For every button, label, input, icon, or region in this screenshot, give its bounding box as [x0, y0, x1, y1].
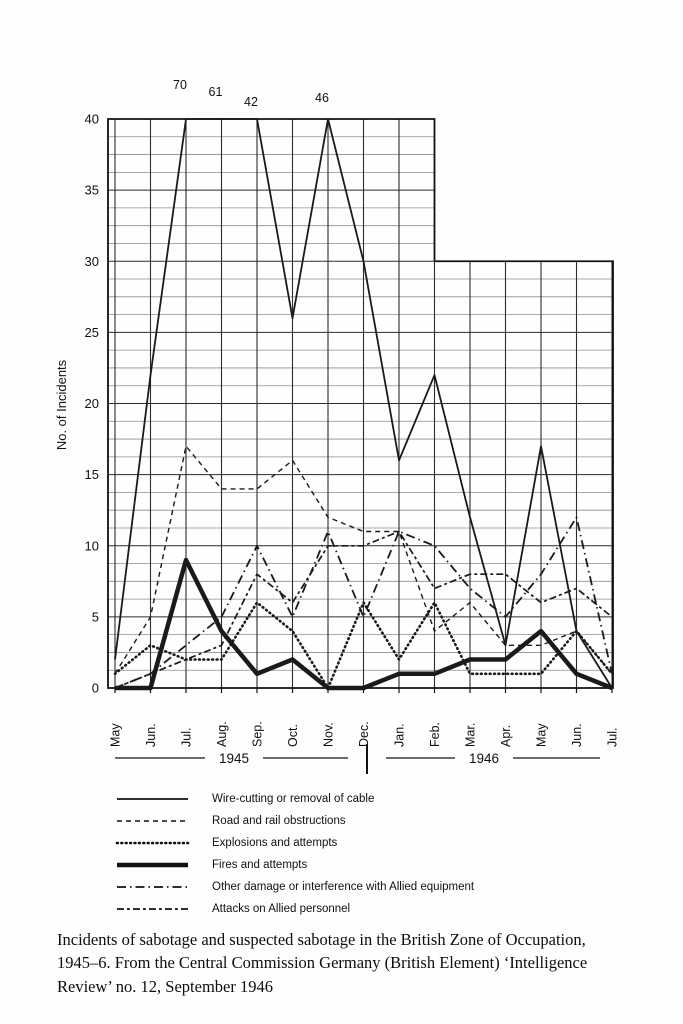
x-tick-label: Oct.	[286, 724, 300, 747]
legend-label: Fires and attempts	[212, 859, 308, 871]
legend-label: Explosions and attempts	[212, 837, 338, 849]
legend-item: Fires and attempts	[115, 854, 585, 876]
legend-label: Wire-cutting or removal of cable	[212, 793, 375, 805]
series-line-dashed	[114, 445, 613, 675]
year-label-1946: 1946	[469, 751, 499, 766]
legend-item: Other damage or interference with Allied…	[115, 876, 585, 898]
legend-item: Explosions and attempts	[115, 832, 585, 854]
series-line-dotted	[113, 601, 614, 690]
chart-legend: Wire-cutting or removal of cable Road and…	[115, 788, 585, 920]
series-line-dash-dot	[114, 516, 613, 689]
y-tick-label: 20	[85, 396, 99, 411]
legend-swatch-dotted-icon	[115, 841, 190, 845]
legend-swatch-long-short-dash-icon	[117, 908, 188, 910]
legend-swatch-thick-icon	[117, 862, 188, 868]
x-tick-label: Mar.	[464, 723, 478, 747]
legend-item: Wire-cutting or removal of cable	[115, 788, 585, 810]
y-tick-label: 30	[85, 254, 99, 269]
caption-line-2: 1945–6. From the Central Commission Germ…	[57, 953, 588, 973]
x-tick-label: May	[535, 723, 549, 747]
x-tick-label: Jul.	[606, 728, 620, 747]
x-tick-label: Jun.	[570, 723, 584, 747]
figure-caption: Incidents of sabotage and suspected sabo…	[57, 928, 642, 998]
legend-swatch-dash-dot-icon	[117, 886, 188, 888]
y-tick-label: 15	[85, 467, 99, 482]
x-tick-label: Apr.	[499, 725, 513, 747]
x-tick-label: Feb.	[428, 722, 442, 747]
legend-label: Attacks on Allied personnel	[212, 903, 351, 915]
legend-item: Road and rail obstructions	[115, 810, 585, 832]
offscale-value-annotation: 46	[315, 91, 329, 105]
y-tick-label: 10	[85, 538, 99, 553]
year-label-1945: 1945	[219, 751, 249, 766]
legend-swatch-solid-icon	[117, 798, 188, 800]
series-line-long-short-dash	[114, 530, 613, 689]
offscale-value-annotation: 61	[209, 85, 223, 99]
x-tick-label: Jan.	[393, 723, 407, 747]
legend-label: Other damage or interference with Allied…	[212, 881, 475, 893]
y-tick-label: 35	[85, 183, 99, 198]
y-axis-title: No. of Incidents	[54, 359, 69, 450]
offscale-value-annotation: 42	[244, 95, 258, 109]
x-tick-label: Aug.	[215, 721, 229, 747]
x-tick-label: Jul.	[180, 728, 194, 747]
legend-item: Attacks on Allied personnel	[115, 898, 585, 920]
x-tick-label: Nov.	[322, 722, 336, 747]
x-tick-label: Sep.	[251, 721, 265, 747]
x-tick-label: Jun.	[144, 723, 158, 747]
series-line-solid	[114, 118, 613, 689]
caption-line-1: Incidents of sabotage and suspected sabo…	[57, 930, 586, 949]
x-tick-label: May	[109, 723, 123, 747]
legend-label: Road and rail obstructions	[212, 815, 346, 827]
y-tick-label: 0	[92, 681, 99, 696]
legend-swatch-dashed-icon	[117, 820, 188, 822]
caption-line-3: Review’ no. 12, September 1946	[57, 976, 273, 996]
y-tick-label: 25	[85, 325, 99, 340]
sabotage-incidents-chart: 40 35 30 25 20 15 10 5 0 No. of Incidents May Jun. J…	[54, 78, 620, 774]
x-tick-label: Dec.	[357, 721, 371, 747]
series-line-thick	[115, 557, 613, 691]
y-tick-label: 5	[92, 609, 99, 624]
plot-border	[107, 118, 614, 689]
y-tick-label: 40	[85, 112, 99, 127]
offscale-value-annotation: 70	[173, 78, 187, 92]
